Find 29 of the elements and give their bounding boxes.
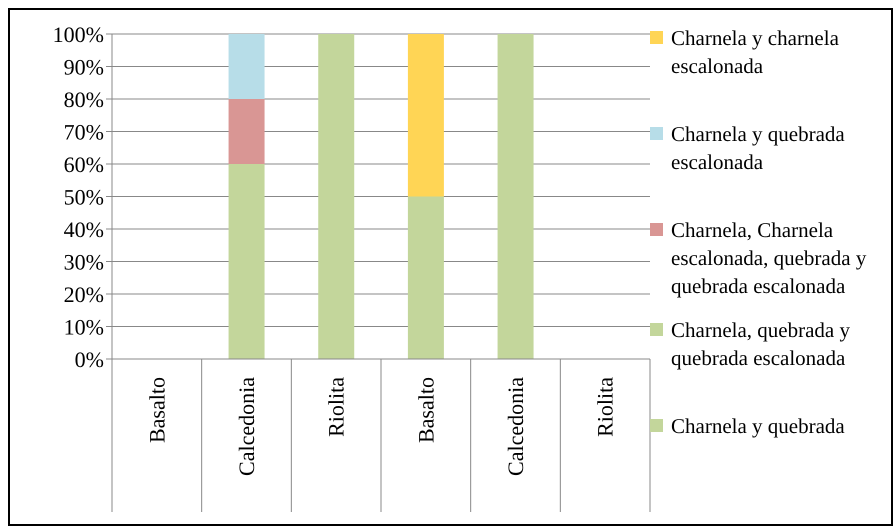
- bar: [228, 34, 265, 99]
- bar: [408, 34, 444, 196]
- legend-label: Charnela, Charnela escalonada, quebrada y quebrada escalonada: [671, 217, 868, 300]
- y-tick-label: 10%: [64, 314, 104, 340]
- x-tick-label: Calcedonia: [234, 376, 259, 476]
- bar: [228, 99, 265, 164]
- bar: [228, 164, 265, 359]
- y-tick-label: 90%: [64, 54, 104, 80]
- x-tick-label: Riolita: [324, 376, 349, 437]
- x-tick-label: Basalto: [413, 377, 438, 443]
- x-tick-label: Basalto: [144, 377, 170, 443]
- y-tick-label: 30%: [64, 249, 104, 274]
- bar: [408, 196, 444, 359]
- y-tick-label: 0%: [74, 346, 104, 372]
- legend-label: Charnela, quebrada y quebrada escalonada: [671, 317, 852, 372]
- y-tick-label: 80%: [64, 86, 104, 112]
- y-tick-label: 60%: [64, 152, 104, 177]
- y-tick-label: 100%: [52, 22, 104, 47]
- y-tick-label: 20%: [64, 282, 104, 307]
- y-tick-label: 70%: [64, 119, 104, 144]
- x-tick-label: Riolita: [592, 376, 618, 437]
- x-tick-label: Calcedonia: [503, 376, 528, 476]
- y-tick-label: 50%: [64, 184, 104, 210]
- legend-label: Charnela y quebrada: [671, 413, 845, 440]
- bar: [318, 34, 354, 359]
- y-tick-label: 40%: [64, 216, 104, 242]
- legend-label: Charnela y charnela escalonada: [671, 25, 840, 80]
- legend-label: Charnela y quebrada escalonada: [671, 121, 846, 176]
- bar: [498, 34, 534, 359]
